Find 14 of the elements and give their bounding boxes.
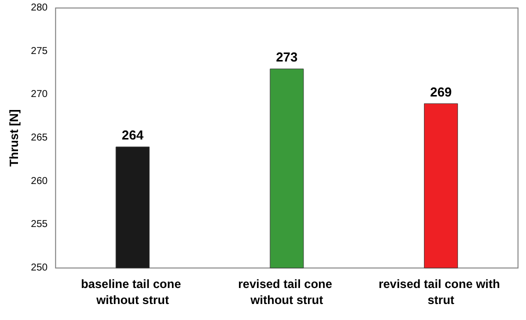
- x-tick-label: revised tail cone without strut: [238, 277, 336, 307]
- y-tick-label: 265: [30, 132, 48, 144]
- data-label: 273: [276, 50, 298, 65]
- y-tick-label: 250: [30, 262, 48, 274]
- y-tick-label: 280: [30, 2, 48, 14]
- x-tick-label: revised tail cone with strut: [378, 277, 504, 307]
- data-label: 269: [430, 84, 452, 100]
- x-tick-label: baseline tail cone without strut: [80, 277, 184, 307]
- data-label: 264: [122, 128, 144, 143]
- y-tick-label: 255: [30, 219, 48, 230]
- y-tick-label: 270: [30, 89, 48, 100]
- y-tick-label: 260: [30, 176, 48, 187]
- y-tick-label: 275: [30, 46, 48, 57]
- y-axis-title: Thrust [N]: [7, 109, 21, 167]
